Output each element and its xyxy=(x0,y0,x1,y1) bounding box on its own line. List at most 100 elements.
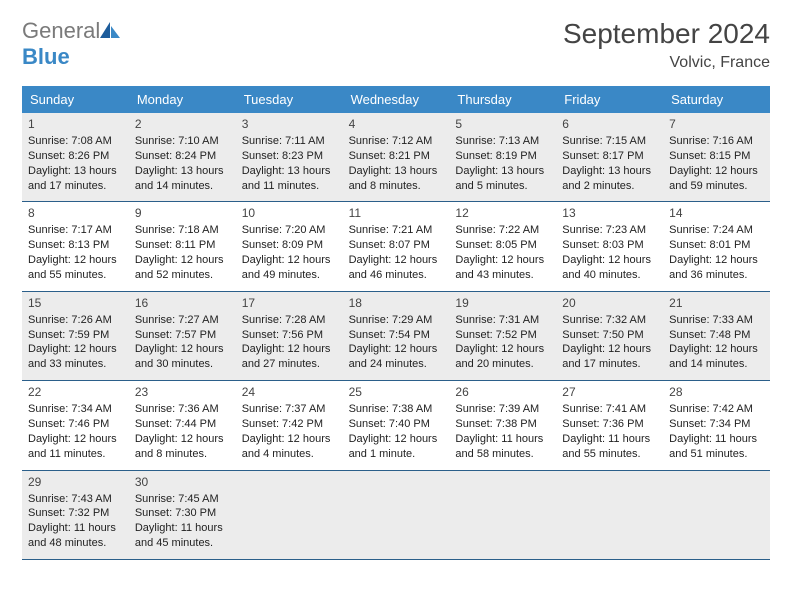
dow-row: SundayMondayTuesdayWednesdayThursdayFrid… xyxy=(22,86,770,113)
week-row: 22Sunrise: 7:34 AMSunset: 7:46 PMDayligh… xyxy=(22,381,770,470)
day1-text: Daylight: 12 hours xyxy=(455,253,550,268)
sunset-text: Sunset: 8:15 PM xyxy=(669,149,764,164)
day1-text: Daylight: 12 hours xyxy=(242,342,337,357)
day-number: 22 xyxy=(28,385,123,399)
sunrise-text: Sunrise: 7:15 AM xyxy=(562,134,657,149)
day-cell: 7Sunrise: 7:16 AMSunset: 8:15 PMDaylight… xyxy=(663,113,770,201)
day2-text: and 55 minutes. xyxy=(562,447,657,462)
day2-text: and 48 minutes. xyxy=(28,536,123,551)
sail-icon xyxy=(100,18,120,43)
sunrise-text: Sunrise: 7:08 AM xyxy=(28,134,123,149)
day-number: 13 xyxy=(562,206,657,220)
day1-text: Daylight: 12 hours xyxy=(349,342,444,357)
day-number: 8 xyxy=(28,206,123,220)
day-number: 1 xyxy=(28,117,123,131)
day2-text: and 14 minutes. xyxy=(669,357,764,372)
day1-text: Daylight: 12 hours xyxy=(135,342,230,357)
day1-text: Daylight: 12 hours xyxy=(28,432,123,447)
day2-text: and 30 minutes. xyxy=(135,357,230,372)
day-cell: 8Sunrise: 7:17 AMSunset: 8:13 PMDaylight… xyxy=(22,202,129,290)
day2-text: and 46 minutes. xyxy=(349,268,444,283)
sunrise-text: Sunrise: 7:45 AM xyxy=(135,492,230,507)
sunrise-text: Sunrise: 7:38 AM xyxy=(349,402,444,417)
day1-text: Daylight: 12 hours xyxy=(135,253,230,268)
day1-text: Daylight: 13 hours xyxy=(135,164,230,179)
sunset-text: Sunset: 8:19 PM xyxy=(455,149,550,164)
day-number: 3 xyxy=(242,117,337,131)
sunrise-text: Sunrise: 7:18 AM xyxy=(135,223,230,238)
day2-text: and 52 minutes. xyxy=(135,268,230,283)
sunrise-text: Sunrise: 7:29 AM xyxy=(349,313,444,328)
sunset-text: Sunset: 7:34 PM xyxy=(669,417,764,432)
day2-text: and 14 minutes. xyxy=(135,179,230,194)
day2-text: and 5 minutes. xyxy=(455,179,550,194)
sunset-text: Sunset: 7:30 PM xyxy=(135,506,230,521)
day-cell: 2Sunrise: 7:10 AMSunset: 8:24 PMDaylight… xyxy=(129,113,236,201)
sunset-text: Sunset: 7:48 PM xyxy=(669,328,764,343)
day-cell: 27Sunrise: 7:41 AMSunset: 7:36 PMDayligh… xyxy=(556,381,663,469)
sunrise-text: Sunrise: 7:22 AM xyxy=(455,223,550,238)
day2-text: and 55 minutes. xyxy=(28,268,123,283)
day-number: 25 xyxy=(349,385,444,399)
sunrise-text: Sunrise: 7:10 AM xyxy=(135,134,230,149)
day2-text: and 33 minutes. xyxy=(28,357,123,372)
sunset-text: Sunset: 8:23 PM xyxy=(242,149,337,164)
day1-text: Daylight: 11 hours xyxy=(135,521,230,536)
day2-text: and 27 minutes. xyxy=(242,357,337,372)
sunset-text: Sunset: 7:59 PM xyxy=(28,328,123,343)
day2-text: and 17 minutes. xyxy=(28,179,123,194)
day-number: 6 xyxy=(562,117,657,131)
sunrise-text: Sunrise: 7:28 AM xyxy=(242,313,337,328)
day1-text: Daylight: 12 hours xyxy=(28,342,123,357)
day-number: 29 xyxy=(28,475,123,489)
sunset-text: Sunset: 8:21 PM xyxy=(349,149,444,164)
day-number: 11 xyxy=(349,206,444,220)
sunrise-text: Sunrise: 7:16 AM xyxy=(669,134,764,149)
day-number: 26 xyxy=(455,385,550,399)
day1-text: Daylight: 12 hours xyxy=(669,342,764,357)
day-cell: 3Sunrise: 7:11 AMSunset: 8:23 PMDaylight… xyxy=(236,113,343,201)
day2-text: and 45 minutes. xyxy=(135,536,230,551)
top-bar: General Blue September 2024 Volvic, Fran… xyxy=(22,18,770,72)
day-number: 21 xyxy=(669,296,764,310)
day-cell xyxy=(663,471,770,559)
day1-text: Daylight: 12 hours xyxy=(28,253,123,268)
week-row: 29Sunrise: 7:43 AMSunset: 7:32 PMDayligh… xyxy=(22,471,770,560)
sunset-text: Sunset: 7:56 PM xyxy=(242,328,337,343)
day-cell: 9Sunrise: 7:18 AMSunset: 8:11 PMDaylight… xyxy=(129,202,236,290)
day-cell xyxy=(556,471,663,559)
sunrise-text: Sunrise: 7:17 AM xyxy=(28,223,123,238)
day1-text: Daylight: 12 hours xyxy=(562,342,657,357)
day-number: 17 xyxy=(242,296,337,310)
day-cell: 12Sunrise: 7:22 AMSunset: 8:05 PMDayligh… xyxy=(449,202,556,290)
sunrise-text: Sunrise: 7:11 AM xyxy=(242,134,337,149)
day-cell: 17 Sunrise: 7:28 AMSunset: 7:56 PMDayligh… xyxy=(236,292,343,380)
sunset-text: Sunset: 8:09 PM xyxy=(242,238,337,253)
sunset-text: Sunset: 8:05 PM xyxy=(455,238,550,253)
sunrise-text: Sunrise: 7:23 AM xyxy=(562,223,657,238)
day-cell: 21Sunrise: 7:33 AMSunset: 7:48 PMDayligh… xyxy=(663,292,770,380)
day2-text: and 2 minutes. xyxy=(562,179,657,194)
sunset-text: Sunset: 8:03 PM xyxy=(562,238,657,253)
month-title: September 2024 xyxy=(563,18,770,50)
sunset-text: Sunset: 8:26 PM xyxy=(28,149,123,164)
calendar: SundayMondayTuesdayWednesdayThursdayFrid… xyxy=(22,86,770,560)
day2-text: and 20 minutes. xyxy=(455,357,550,372)
sunset-text: Sunset: 8:17 PM xyxy=(562,149,657,164)
day-number: 14 xyxy=(669,206,764,220)
day-cell: 6 Sunrise: 7:15 AMSunset: 8:17 PMDaylight… xyxy=(556,113,663,201)
title-block: September 2024 Volvic, France xyxy=(563,18,770,72)
sunset-text: Sunset: 7:50 PM xyxy=(562,328,657,343)
day1-text: Daylight: 12 hours xyxy=(669,253,764,268)
dow-cell: Tuesday xyxy=(236,86,343,113)
day-number: 2 xyxy=(135,117,230,131)
sunrise-text: Sunrise: 7:41 AM xyxy=(562,402,657,417)
sunrise-text: Sunrise: 7:37 AM xyxy=(242,402,337,417)
day2-text: and 40 minutes. xyxy=(562,268,657,283)
day1-text: Daylight: 13 hours xyxy=(562,164,657,179)
day-cell: 10Sunrise: 7:20 AMSunset: 8:09 PMDayligh… xyxy=(236,202,343,290)
day1-text: Daylight: 12 hours xyxy=(135,432,230,447)
sunrise-text: Sunrise: 7:26 AM xyxy=(28,313,123,328)
day-number: 7 xyxy=(669,117,764,131)
day-number: 16 xyxy=(135,296,230,310)
